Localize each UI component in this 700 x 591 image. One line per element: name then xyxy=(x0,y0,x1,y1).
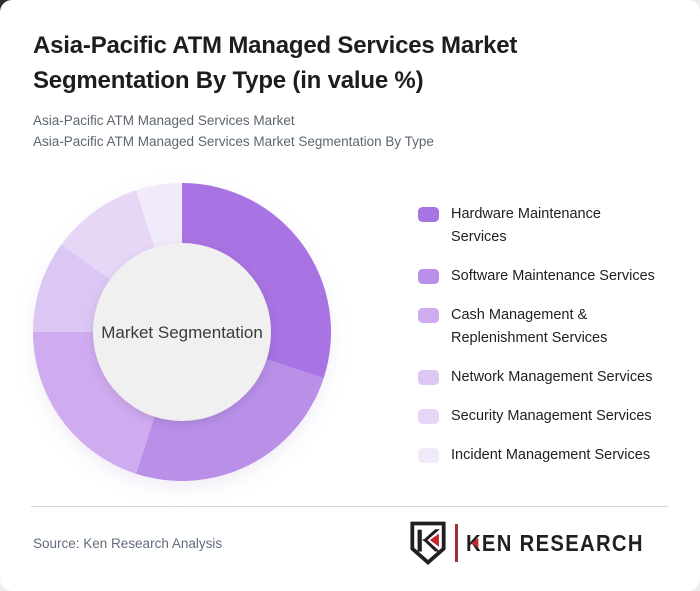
source-note: Source: Ken Research Analysis xyxy=(33,535,223,551)
ken-research-shield-icon xyxy=(410,521,446,565)
legend: Hardware Maintenance Services Software Mai… xyxy=(418,203,655,467)
donut-center-circle xyxy=(93,243,271,421)
legend-item-3: Network Management Services xyxy=(418,366,655,389)
ken-research-logo: KEN RESEARCH xyxy=(409,521,668,565)
legend-label: Network Management Services xyxy=(451,369,653,385)
legend-item-5: Incident Management Services xyxy=(418,444,655,467)
legend-item-1: Software Maintenance Services xyxy=(418,265,655,288)
legend-swatch xyxy=(418,448,439,463)
logo-wordmark: KEN RESEARCH xyxy=(466,530,644,557)
legend-label: Software Maintenance Services xyxy=(451,268,655,284)
page-title: Asia-Pacific ATM Managed Services Market… xyxy=(33,32,518,94)
legend-label: Incident Management Services xyxy=(451,447,651,463)
legend-swatch xyxy=(418,409,439,424)
legend-label: Security Management Services xyxy=(451,408,652,424)
legend-swatch xyxy=(418,207,439,222)
subtitle-line-1: Asia-Pacific ATM Managed Services Market xyxy=(33,113,295,128)
legend-swatch xyxy=(418,370,439,385)
legend-swatch xyxy=(418,308,439,323)
legend-item-4: Security Management Services xyxy=(418,405,655,428)
logo-text: KEN RESEARCH xyxy=(465,529,644,556)
logo-separator xyxy=(454,524,458,562)
footer: Source: Ken Research Analysis KEN RESEAR… xyxy=(31,506,668,579)
legend-label: Hardware Maintenance Services xyxy=(451,206,601,245)
donut-center-label: Market Segmentation xyxy=(101,323,263,342)
donut-chart: Market Segmentation xyxy=(33,183,332,482)
subtitle-line-2: Asia-Pacific ATM Managed Services Market… xyxy=(33,134,434,149)
legend-item-2: Cash Management & Replenishment Services xyxy=(418,304,655,350)
subtitle: Asia-Pacific ATM Managed Services Market… xyxy=(33,110,434,152)
legend-item-0: Hardware Maintenance Services xyxy=(418,203,655,249)
legend-label: Cash Management & Replenishment Services xyxy=(451,307,608,346)
legend-swatch xyxy=(418,269,439,284)
logo-k-red-triangle-icon xyxy=(471,538,479,548)
